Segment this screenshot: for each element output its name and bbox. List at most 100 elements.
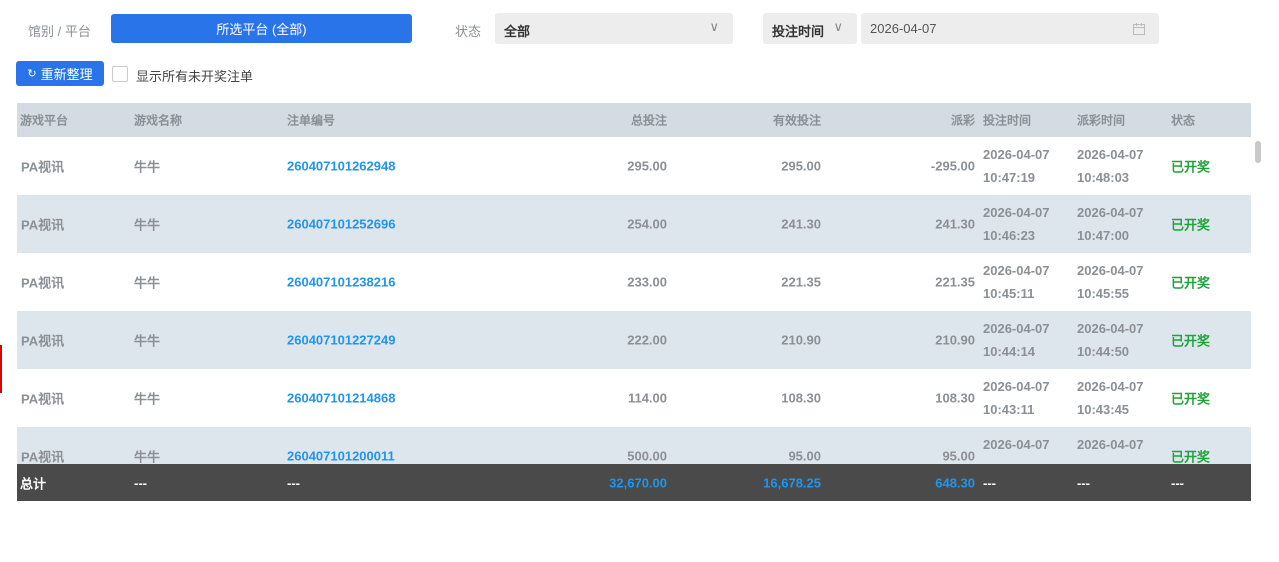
status-badge: 已开奖 [1171,391,1211,407]
totals-status: --- [1171,475,1184,490]
header-valid[interactable]: 有效投注 [772,113,821,128]
cell-game: 牛牛 [134,275,161,291]
totals-label: 总计 [20,476,47,491]
bet-id-link[interactable]: 260407101227249 [287,332,396,348]
cell-bet-time: 2026-04-07 10:44:14 [983,317,1050,363]
totals-payout: 648.30 [935,475,975,490]
date: 2026-04-07 [1077,437,1144,452]
table-body: PA视讯 牛牛 260407101262948 295.00 295.00 -295.00… [17,137,1251,464]
header-game[interactable]: 游戏名称 [134,113,183,128]
bet-id-link[interactable]: 260407101214868 [287,390,396,406]
cell-platform: PA视讯 [21,391,65,407]
date: 2026-04-07 [983,437,1050,452]
totals-bet-time: --- [983,475,996,490]
status-badge: 已开奖 [1171,333,1211,349]
time: 10:43:11 [983,402,1035,417]
cell-bet-time: 2026-04-07 10:43:11 [983,375,1050,421]
time: 10:46:23 [983,228,1036,243]
date-value: 2026-04-07 [870,21,937,36]
cell-game: 牛牛 [134,449,161,465]
table-row: PA视讯 牛牛 260407101238216 233.00 221.35 221.35 2… [17,253,1251,311]
totals-pay-time: --- [1077,475,1090,490]
header-platform[interactable]: 游戏平台 [20,113,69,128]
chevron-down-icon: ∨ [833,19,843,34]
header-status[interactable]: 状态 [1171,113,1196,128]
cell-bet-time: 2026-04-07 [983,433,1050,456]
time: 10:43:45 [1077,402,1130,417]
cell-valid: 95.00 [788,448,821,464]
status-badge: 已开奖 [1171,217,1211,233]
cell-payout: 108.30 [935,390,975,406]
time: 10:44:14 [983,344,1036,359]
cell-valid: 108.30 [781,390,821,406]
header-pay-time[interactable]: 派彩时间 [1077,113,1126,128]
show-unsettled-checkbox[interactable] [112,66,128,82]
edge-marker [0,345,2,393]
date: 2026-04-07 [1077,205,1144,220]
cell-pay-time: 2026-04-07 10:44:50 [1077,317,1144,363]
status-select[interactable]: 全部 ∨ [495,13,733,44]
calendar-icon [1133,23,1145,35]
cell-pay-time: 2026-04-07 [1077,433,1144,456]
cell-platform: PA视讯 [21,275,65,291]
totals-valid: 16,678.25 [763,475,821,490]
cell-total: 233.00 [627,274,667,290]
bet-id-link[interactable]: 260407101238216 [287,274,396,290]
bet-id-link[interactable]: 260407101200011 [287,448,395,464]
table-row: PA视讯 牛牛 260407101262948 295.00 295.00 -295.00… [17,137,1251,195]
refresh-button[interactable]: ↻ 重新整理 [16,61,104,86]
cell-total: 114.00 [627,390,667,406]
cell-bet-time: 2026-04-07 10:45:11 [983,259,1050,305]
time: 10:45:11 [983,286,1035,301]
bet-id-link[interactable]: 260407101252696 [287,216,396,232]
cell-pay-time: 2026-04-07 10:43:45 [1077,375,1144,421]
cell-payout: 221.35 [935,274,975,290]
refresh-label: 重新整理 [40,67,93,82]
cell-platform: PA视讯 [21,449,65,465]
cell-total: 254.00 [627,216,667,232]
table-row: PA视讯 牛牛 260407101200011 500.00 95.00 95.00 202… [17,427,1251,464]
date: 2026-04-07 [983,263,1050,278]
header-payout[interactable]: 派彩 [950,113,975,128]
header-bet-id[interactable]: 注单编号 [287,113,336,128]
cell-pay-time: 2026-04-07 10:47:00 [1077,201,1144,247]
date: 2026-04-07 [1077,147,1144,162]
refresh-icon: ↻ [27,68,37,80]
cell-total: 500.00 [627,448,667,464]
status-select-value: 全部 [504,24,531,39]
cell-pay-time: 2026-04-07 10:45:55 [1077,259,1144,305]
cell-platform: PA视讯 [21,333,65,349]
cell-platform: PA视讯 [21,217,65,233]
time: 10:47:19 [983,170,1036,185]
table-row: PA视讯 牛牛 260407101214868 114.00 108.30 108.30 2… [17,369,1251,427]
bet-id-link[interactable]: 260407101262948 [287,158,396,174]
date-input[interactable]: 2026-04-07 [861,13,1159,44]
cell-payout: -295.00 [930,158,975,174]
date: 2026-04-07 [1077,321,1144,336]
totals-bet-id: --- [287,475,300,490]
status-label: 状态 [455,24,482,39]
cell-pay-time: 2026-04-07 10:48:03 [1077,143,1144,189]
header-bet-time[interactable]: 投注时间 [983,113,1032,128]
platform-select-button[interactable]: 所选平台 (全部) [111,14,412,43]
time: 10:47:00 [1077,228,1130,243]
cell-valid: 221.35 [781,274,821,290]
totals-total: 32,670.00 [609,475,667,490]
table-row: PA视讯 牛牛 260407101227249 222.00 210.90 210.90 2… [17,311,1251,369]
cell-platform: PA视讯 [21,159,65,175]
cell-valid: 295.00 [781,158,821,174]
scrollbar-thumb[interactable] [1255,141,1261,163]
cell-game: 牛牛 [134,159,161,175]
time-type-select[interactable]: 投注时间 ∨ [763,13,857,44]
table-header: 游戏平台 游戏名称 注单编号 总投注 有效投注 派彩 投注时间 派彩时间 状态 [17,103,1251,137]
table-row: PA视讯 牛牛 260407101252696 254.00 241.30 241.30 2… [17,195,1251,253]
date: 2026-04-07 [983,321,1050,336]
time: 10:44:50 [1077,344,1130,359]
cell-payout: 95.00 [942,448,975,464]
header-total[interactable]: 总投注 [630,113,667,128]
cell-valid: 210.90 [781,332,821,348]
cell-payout: 210.90 [935,332,975,348]
date: 2026-04-07 [983,379,1050,394]
date: 2026-04-07 [983,147,1050,162]
status-badge: 已开奖 [1171,159,1211,175]
